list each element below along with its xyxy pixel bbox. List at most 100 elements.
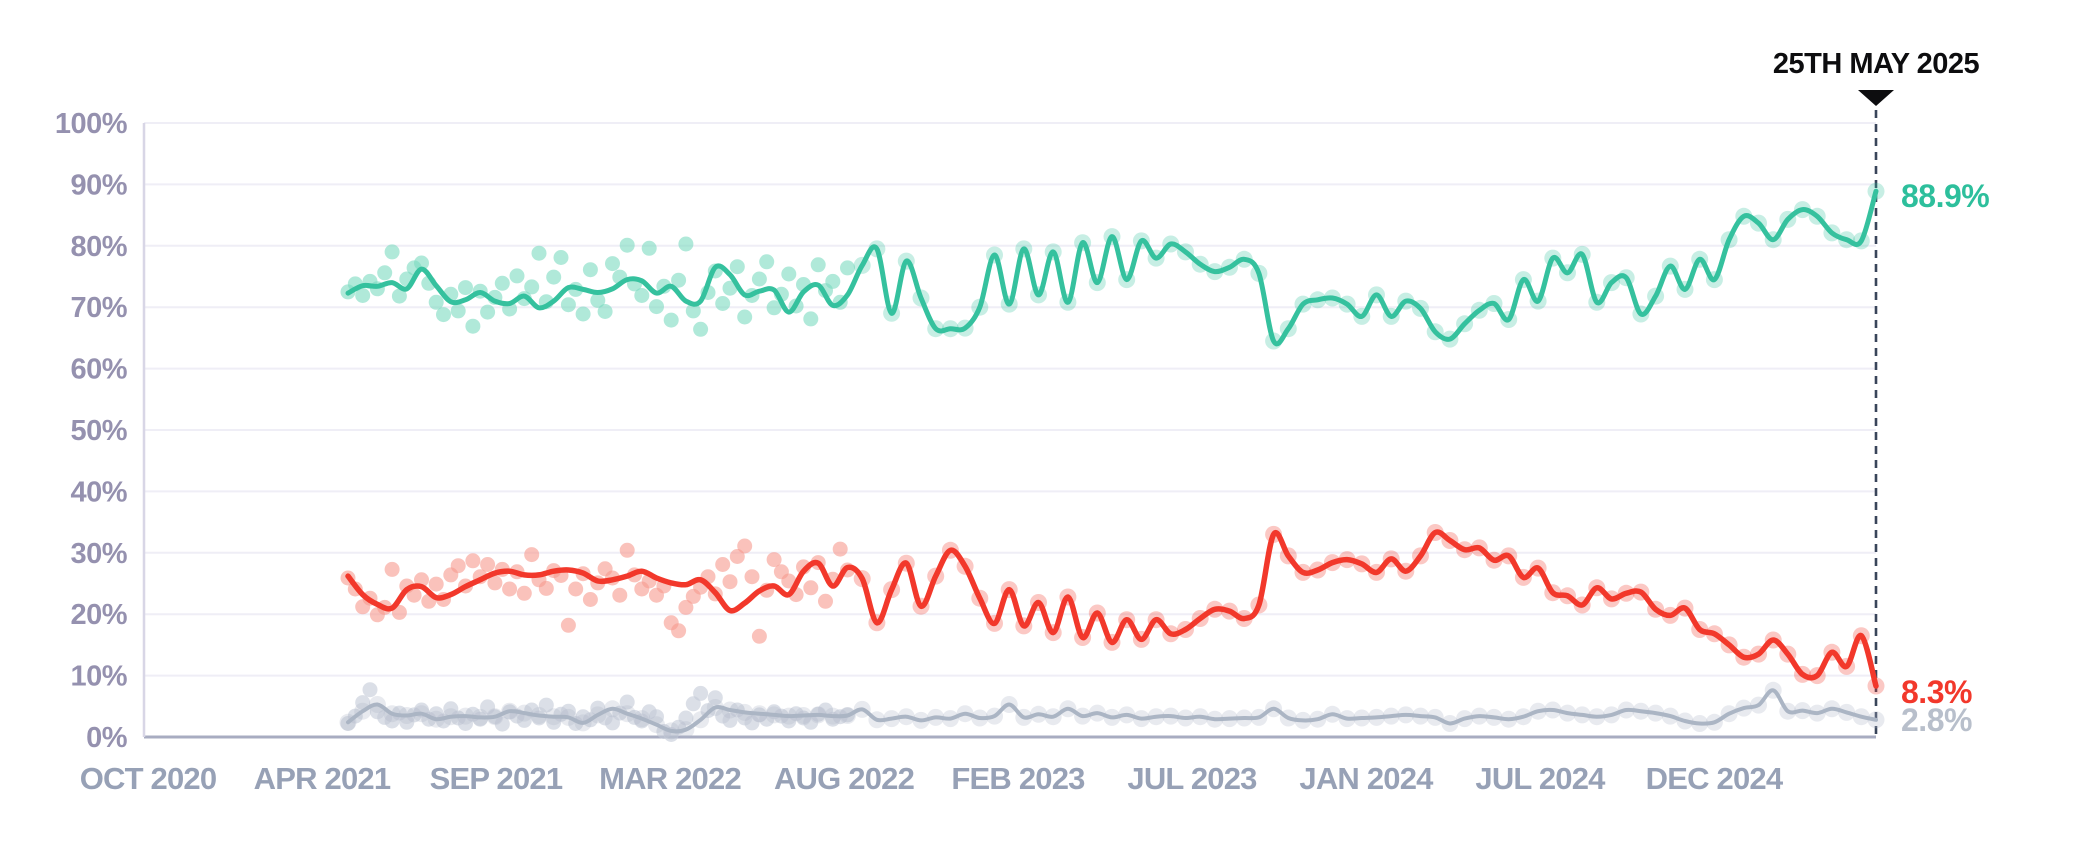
scatter-point <box>840 260 855 276</box>
scatter-point <box>582 592 598 607</box>
scatter-point <box>619 694 635 710</box>
scatter-point <box>766 552 782 568</box>
scatter-point <box>458 280 473 296</box>
scatter-point <box>391 288 407 304</box>
scatter-point <box>509 268 525 284</box>
y-tick-label: 50% <box>70 415 127 447</box>
x-tick-label: FEB 2023 <box>951 761 1085 796</box>
scatter-point <box>759 254 775 270</box>
scatter-point <box>605 256 620 272</box>
scatter-point <box>722 280 738 296</box>
scatter-point <box>678 710 694 726</box>
scatter-point <box>612 587 628 603</box>
x-tick-label: JUL 2024 <box>1475 761 1606 796</box>
scatter-point <box>524 279 540 295</box>
scatter-point <box>678 236 694 252</box>
scatter-point <box>781 573 797 589</box>
gray-series-end-value-label: 2.8% <box>1901 702 1972 738</box>
x-tick-label: SEP 2021 <box>430 761 563 796</box>
scatter-point <box>693 685 709 701</box>
scatter-point <box>649 299 664 315</box>
scatter-point <box>450 558 466 574</box>
scatter-point <box>715 296 731 311</box>
x-tick-label: OCT 2020 <box>80 761 217 796</box>
scatter-point <box>751 271 767 287</box>
scatter-point <box>715 557 731 572</box>
scatter-point <box>524 547 540 563</box>
annotation-marker-triangle <box>1858 90 1894 106</box>
scatter-point <box>428 576 444 592</box>
scatter-point <box>406 587 422 603</box>
x-tick-label: MAR 2022 <box>599 761 741 796</box>
x-tick-label: JAN 2024 <box>1299 761 1434 796</box>
teal-series-end-value-label: 88.9% <box>1901 178 1990 214</box>
y-tick-label: 40% <box>70 476 127 508</box>
red-series-line <box>345 529 1879 689</box>
scatter-point <box>575 306 591 322</box>
x-tick-label: JUL 2023 <box>1127 761 1257 796</box>
scatter-point <box>649 709 664 725</box>
x-tick-label: APR 2021 <box>254 761 391 796</box>
gray-series-group <box>339 681 1885 742</box>
scatter-point <box>436 307 451 323</box>
scatter-point <box>384 244 400 260</box>
scatter-point <box>744 569 760 585</box>
y-tick-label: 30% <box>70 538 127 570</box>
scatter-point <box>502 581 518 597</box>
scatter-point <box>568 581 584 597</box>
y-tick-label: 70% <box>70 292 127 324</box>
scatter-point <box>582 262 598 278</box>
scatter-point <box>494 716 510 732</box>
annotation-date-label: 25TH MAY 2025 <box>1772 48 1980 80</box>
scatter-point <box>465 318 481 334</box>
scatter-point <box>707 690 723 706</box>
scatter-point <box>480 557 496 572</box>
scatter-point <box>494 275 510 291</box>
scatter-point <box>560 617 576 633</box>
scatter-point <box>737 538 753 554</box>
x-tick-label: AUG 2022 <box>774 761 914 796</box>
scatter-point <box>450 303 466 319</box>
y-tick-label: 100% <box>55 108 128 140</box>
scatter-point <box>560 297 576 313</box>
scatter-point <box>685 303 701 319</box>
scatter-point <box>663 312 679 328</box>
scatter-point <box>693 321 709 337</box>
teal-series-line <box>345 188 1879 347</box>
grid <box>142 122 1876 739</box>
scatter-point <box>487 575 503 591</box>
scatter-point <box>729 549 745 564</box>
scatter-point <box>355 695 371 711</box>
scatter-point <box>671 623 687 639</box>
scatter-point <box>619 542 635 558</box>
scatter-point <box>634 288 650 303</box>
scatter-point <box>781 266 797 282</box>
scatter-point <box>590 292 606 308</box>
scatter-point <box>531 245 547 261</box>
scatter-point <box>751 628 767 644</box>
scatter-point <box>355 288 371 303</box>
y-tick-label: 20% <box>70 599 127 631</box>
scatter-point <box>384 561 400 577</box>
red-series-group <box>340 524 1885 695</box>
red-series-end-value-label: 8.3% <box>1901 674 1972 710</box>
x-axis-labels: OCT 2020 APR 2021 SEP 2021 MAR 2022 AUG 2022… <box>80 761 1785 796</box>
teal-series-group <box>340 182 1885 350</box>
scatter-point <box>766 300 782 316</box>
scatter-point <box>516 712 532 728</box>
scatter-point <box>685 696 701 712</box>
scatter-point <box>553 250 569 265</box>
scatter-point <box>832 541 848 557</box>
scatter-point <box>597 304 613 319</box>
scatter-point <box>803 580 819 596</box>
x-tick-label: DEC 2024 <box>1646 761 1784 796</box>
scatter-point <box>722 574 738 590</box>
y-tick-label: 60% <box>70 354 127 386</box>
scatter-point <box>825 273 841 289</box>
scatter-point <box>538 697 554 713</box>
scatter-point <box>362 682 378 698</box>
scatter-point <box>516 585 532 601</box>
scatter-point <box>414 255 429 271</box>
